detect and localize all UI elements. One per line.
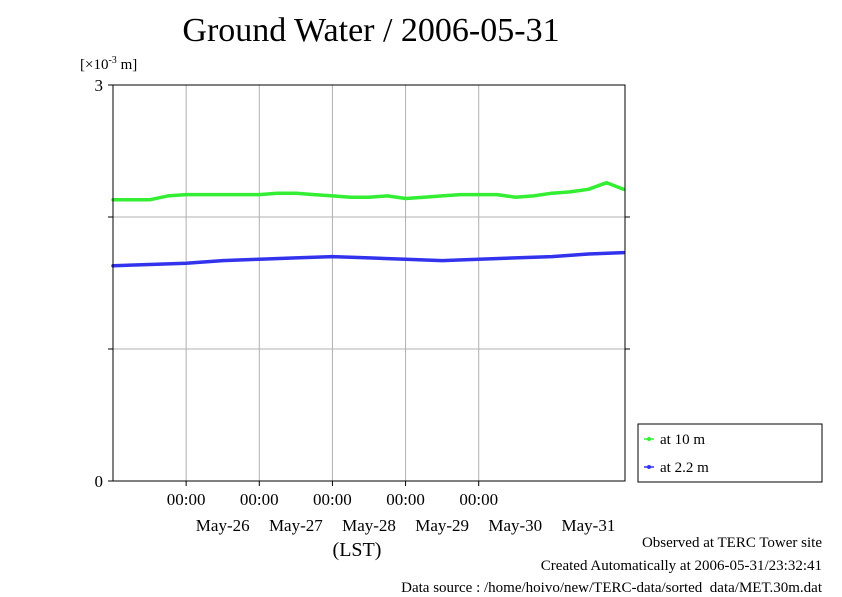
x-tick-time-label: 00:00: [313, 490, 352, 509]
x-date-label: May-31: [562, 516, 616, 535]
legend-swatch-marker: [647, 465, 651, 469]
legend-box: [637, 423, 823, 483]
x-tick-time-label: 00:00: [386, 490, 425, 509]
x-tick-time-label: 00:00: [240, 490, 279, 509]
x-date-label: May-26: [196, 516, 250, 535]
chart-title: Ground Water / 2006-05-31: [182, 12, 560, 49]
y-tick-label: 3: [95, 76, 104, 95]
legend-label: at 10 m: [660, 432, 705, 448]
plot-frame: [112, 84, 626, 482]
x-axis-label: (LST): [333, 539, 382, 561]
x-date-label: May-29: [415, 516, 469, 535]
x-date-label: May-27: [269, 516, 323, 535]
x-date-label: May-30: [488, 516, 542, 535]
x-tick-time-label: 00:00: [459, 490, 498, 509]
legend-label: at 2.2 m: [660, 460, 709, 476]
footer-source: Data source : /home/hoivo/new/TERC-data/…: [401, 580, 822, 596]
footer-observed: Observed at TERC Tower site: [641, 535, 822, 551]
series-line-at-2-2m: [111, 250, 626, 268]
legend-swatch-marker: [647, 437, 651, 441]
x-tick-time-label: 00:00: [167, 490, 206, 509]
y-tick-label: 0: [95, 472, 104, 491]
x-date-label: May-28: [342, 516, 396, 535]
series-line-at-10m: [111, 180, 626, 202]
footer-created: Created Automatically at 2006-05-31/23:3…: [540, 558, 822, 574]
y-axis-unit: [×10-3 m]: [80, 55, 138, 73]
